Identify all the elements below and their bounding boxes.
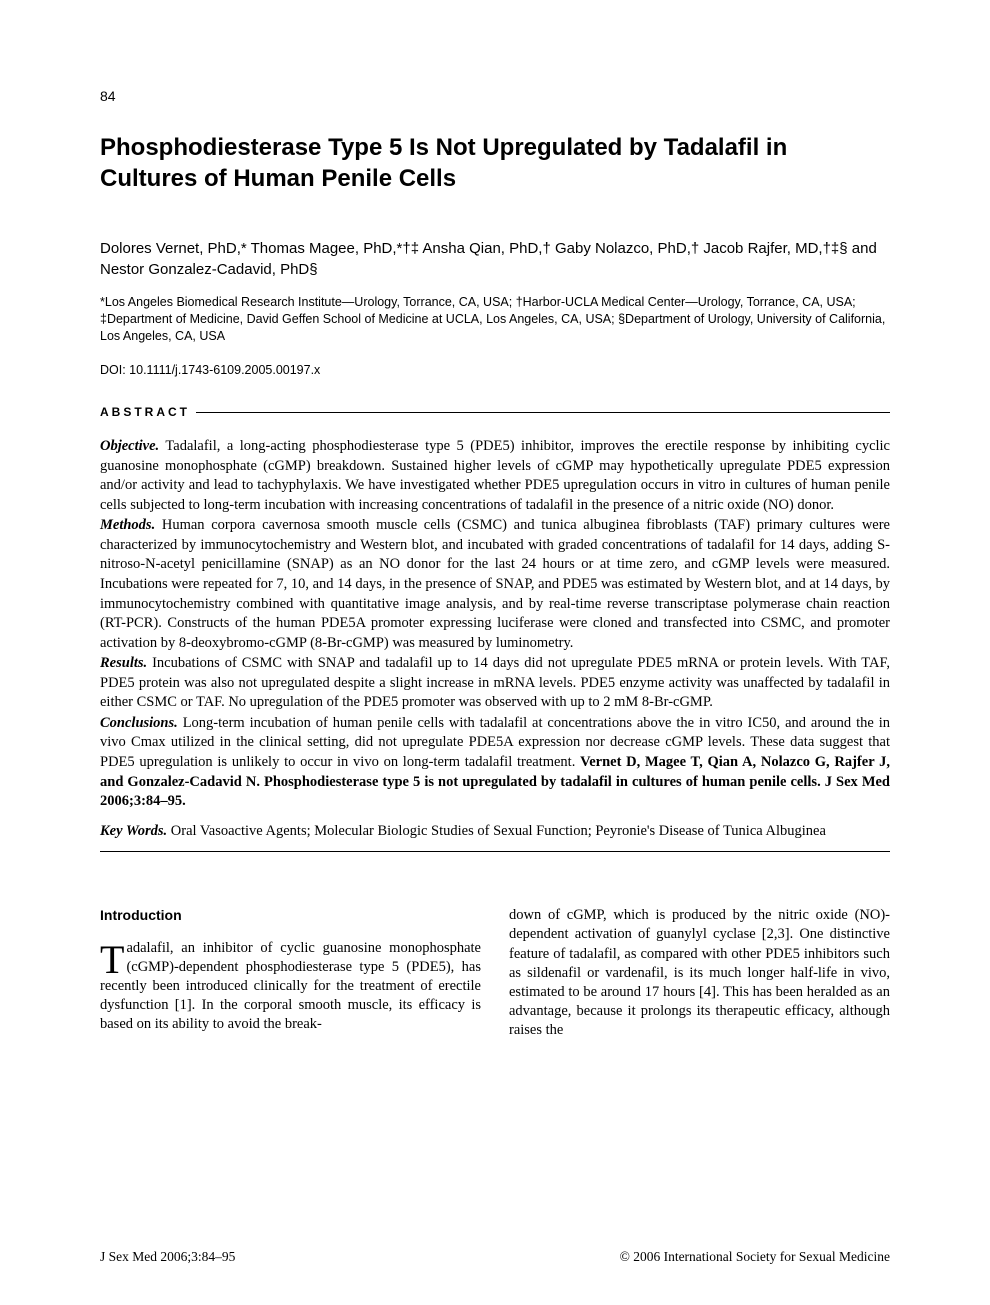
horizontal-rule <box>100 851 890 852</box>
conclusions-label: Conclusions. <box>100 715 178 731</box>
intro-paragraph-1: Tadalafil, an inhibitor of cyclic guanos… <box>100 939 481 1035</box>
footer-left: J Sex Med 2006;3:84–95 <box>100 1249 235 1265</box>
keywords-label: Key Words. <box>100 823 167 839</box>
abstract-keywords: Key Words. Oral Vasoactive Agents; Molec… <box>100 822 890 842</box>
abstract-conclusions: Conclusions. Long-term incubation of hum… <box>100 714 890 812</box>
column-left: Introduction Tadalafil, an inhibitor of … <box>100 906 481 1040</box>
abstract-rule <box>196 412 890 413</box>
methods-text: Human corpora cavernosa smooth muscle ce… <box>100 517 890 650</box>
intro-col2-text: down of cGMP, which is produced by the n… <box>509 906 890 1040</box>
footer-right: © 2006 International Society for Sexual … <box>620 1249 890 1265</box>
page-footer: J Sex Med 2006;3:84–95 © 2006 Internatio… <box>100 1249 890 1265</box>
page: 84 Phosphodiesterase Type 5 Is Not Upreg… <box>0 0 990 1080</box>
methods-label: Methods. <box>100 517 155 533</box>
intro-col1-text: adalafil, an inhibitor of cyclic guanosi… <box>100 940 481 1033</box>
page-number: 84 <box>100 88 890 104</box>
abstract-label: ABSTRACT <box>100 405 190 419</box>
keywords-text: Oral Vasoactive Agents; Molecular Biolog… <box>167 823 826 839</box>
results-label: Results. <box>100 655 147 671</box>
column-right: down of cGMP, which is produced by the n… <box>509 906 890 1040</box>
introduction-heading: Introduction <box>100 906 481 924</box>
article-title: Phosphodiesterase Type 5 Is Not Upregula… <box>100 132 890 194</box>
dropcap: T <box>100 939 126 977</box>
abstract-results: Results. Incubations of CSMC with SNAP a… <box>100 654 890 713</box>
affiliations: *Los Angeles Biomedical Research Institu… <box>100 294 890 345</box>
abstract-header: ABSTRACT <box>100 405 890 419</box>
body-columns: Introduction Tadalafil, an inhibitor of … <box>100 906 890 1040</box>
authors: Dolores Vernet, PhD,* Thomas Magee, PhD,… <box>100 238 890 280</box>
objective-label: Objective. <box>100 438 159 454</box>
abstract-methods: Methods. Human corpora cavernosa smooth … <box>100 516 890 653</box>
abstract-body: Objective. Tadalafil, a long-acting phos… <box>100 437 890 841</box>
results-text: Incubations of CSMC with SNAP and tadala… <box>100 655 890 710</box>
abstract-objective: Objective. Tadalafil, a long-acting phos… <box>100 437 890 515</box>
objective-text: Tadalafil, a long-acting phosphodiestera… <box>100 438 890 513</box>
doi: DOI: 10.1111/j.1743-6109.2005.00197.x <box>100 363 890 377</box>
